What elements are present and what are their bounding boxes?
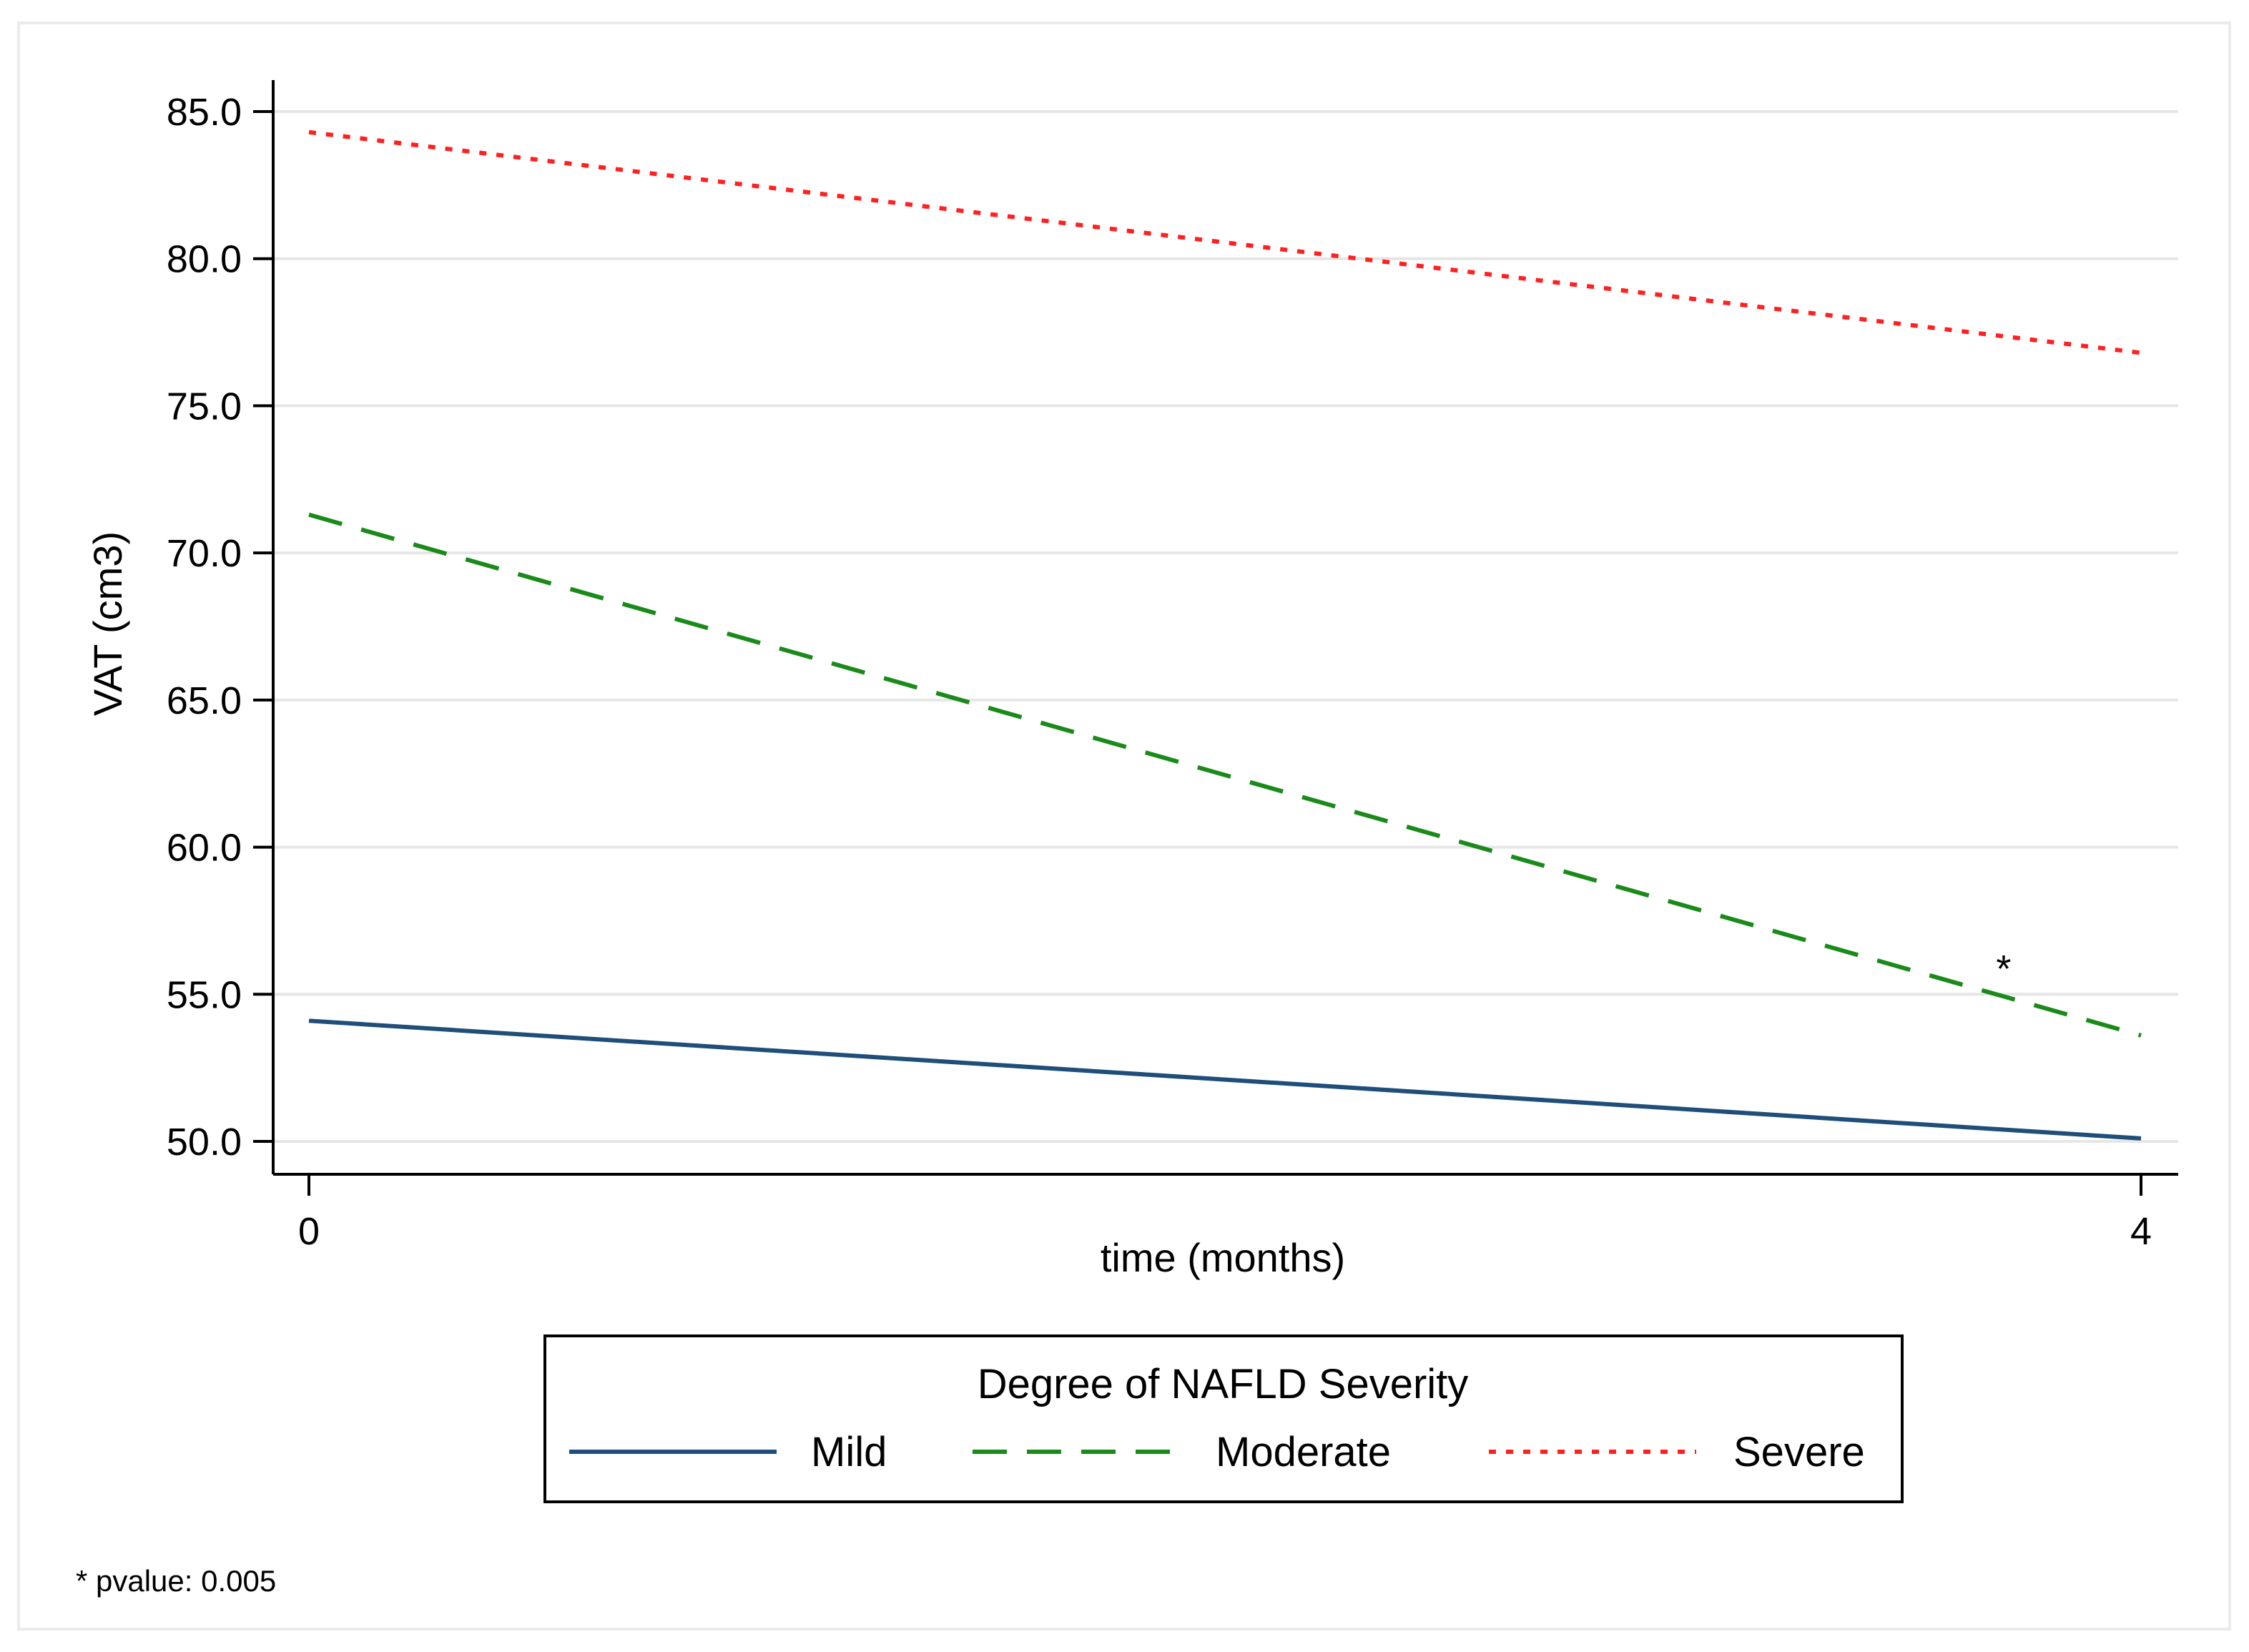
series-lines xyxy=(308,129,2142,1141)
x-tick-label-0: 0 xyxy=(298,1210,320,1253)
x-axis-title: time (months) xyxy=(1101,1235,1345,1280)
series-line-severe xyxy=(308,129,2142,355)
legend-label-severe: Severe xyxy=(1733,1429,1865,1475)
x-tick-label-1: 4 xyxy=(2130,1210,2152,1253)
y-tick-label-3: 65.0 xyxy=(167,679,242,722)
y-tick-label-2: 60.0 xyxy=(167,827,242,870)
y-tick-label-6: 80.0 xyxy=(167,238,242,281)
y-tick-label-0: 50.0 xyxy=(167,1121,242,1164)
legend-label-mild: Mild xyxy=(811,1429,887,1475)
y-axis-title: VAT (cm3) xyxy=(85,531,130,716)
annotations: * xyxy=(1996,948,2011,990)
legend-title: Degree of NAFLD Severity xyxy=(978,1361,1469,1407)
legend: Degree of NAFLD Severity Mild Moderate Sev… xyxy=(543,1334,1904,1503)
y-tick-label-5: 75.0 xyxy=(167,385,242,428)
y-tick-label-1: 55.0 xyxy=(167,973,242,1016)
axes: 50.0 55.0 60.0 65.0 70.0 75.0 80.0 85.0 0 4 xyxy=(167,80,2178,1253)
gridlines xyxy=(273,110,2178,1143)
footnote: * pvalue: 0.005 xyxy=(76,1564,276,1598)
series-line-mild xyxy=(308,1018,2142,1141)
y-tick-label-7: 85.0 xyxy=(167,91,242,134)
legend-label-moderate: Moderate xyxy=(1216,1429,1391,1475)
y-tick-label-4: 70.0 xyxy=(167,532,242,575)
series-line-moderate xyxy=(308,512,2142,1038)
legend-items: Mild Moderate Severe xyxy=(569,1429,1865,1475)
legend-box xyxy=(543,1334,1904,1503)
significance-marker: * xyxy=(1996,948,2011,990)
